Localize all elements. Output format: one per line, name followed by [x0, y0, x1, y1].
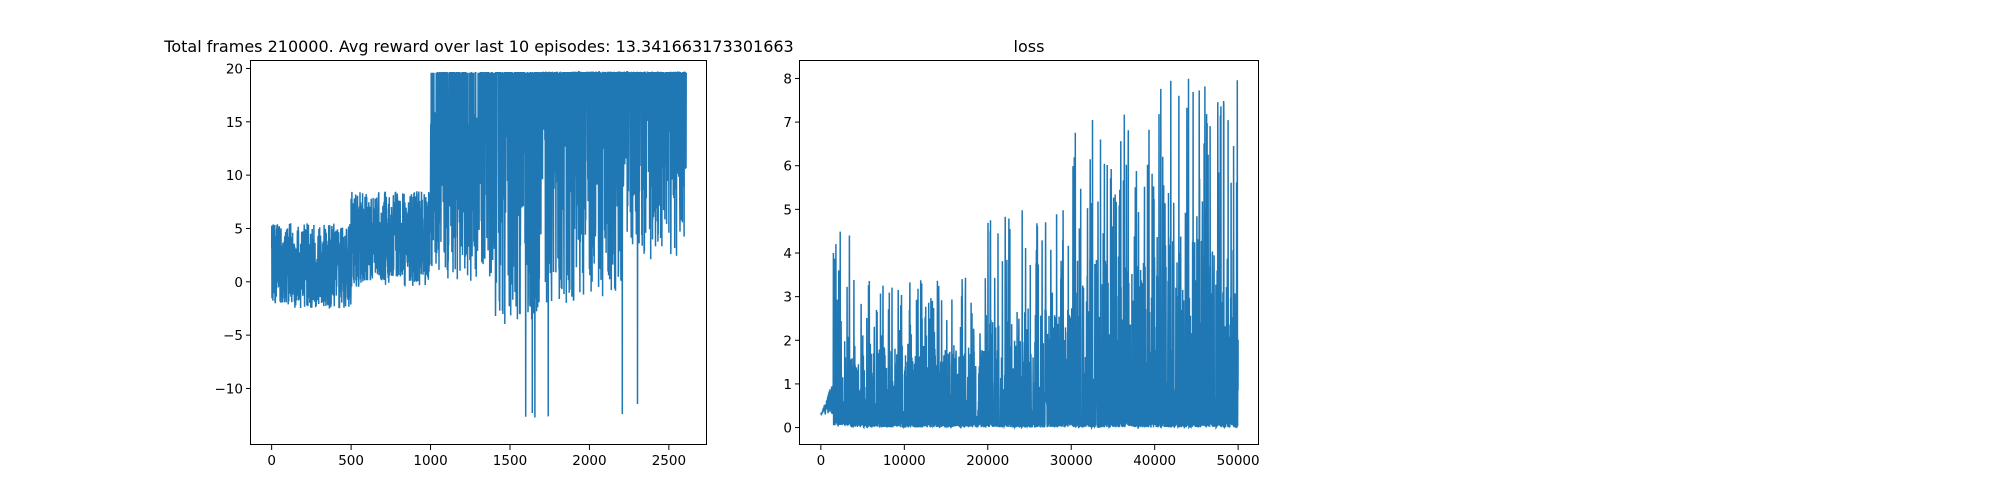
x-tick-label: 0: [267, 453, 276, 469]
y-tick-label: 10: [226, 168, 243, 184]
reward-chart: Total frames 210000. Avg reward over las…: [163, 37, 793, 469]
reward-chart-y-axis: −10 −5 0 5 10 15 20: [215, 61, 251, 397]
reward-line: [270, 70, 688, 418]
y-tick-label: 15: [226, 115, 243, 131]
y-tick-label: −10: [215, 381, 244, 397]
x-tick-label: 1000: [413, 453, 447, 469]
y-tick-label: 5: [783, 202, 792, 218]
y-tick-label: −5: [223, 328, 243, 344]
x-tick-label: 30000: [1050, 453, 1093, 469]
reward-chart-title: Total frames 210000. Avg reward over las…: [163, 37, 793, 56]
loss-chart-title: loss: [1014, 37, 1045, 56]
x-tick-label: 500: [338, 453, 364, 469]
x-tick-label: 20000: [966, 453, 1009, 469]
y-tick-label: 6: [783, 159, 792, 175]
y-tick-label: 7: [783, 115, 792, 131]
x-tick-label: 50000: [1217, 453, 1260, 469]
loss-chart-y-axis: 0 1 2 3 4 5 6 7 8: [783, 71, 800, 437]
loss-chart: loss 0 10000 20000 30000 40000 50000 0 1 2 3 4 5 6 7…: [783, 37, 1259, 469]
y-tick-label: 0: [783, 421, 792, 437]
x-tick-label: 2000: [572, 453, 606, 469]
loss-line: [820, 78, 1239, 431]
loss-series-line: [820, 78, 1239, 431]
y-tick-label: 20: [226, 61, 243, 77]
y-tick-label: 5: [234, 221, 243, 237]
loss-chart-x-axis: 0 10000 20000 30000 40000 50000: [817, 445, 1260, 469]
x-tick-label: 40000: [1133, 453, 1176, 469]
y-tick-label: 1: [783, 377, 792, 393]
reward-chart-x-axis: 0 500 1000 1500 2000 2500: [267, 445, 686, 469]
x-tick-label: 2500: [652, 453, 686, 469]
y-tick-label: 3: [783, 290, 792, 306]
y-tick-label: 4: [783, 246, 792, 262]
reward-series-line: [270, 70, 688, 418]
y-tick-label: 0: [234, 275, 243, 291]
reward-chart-frame: [250, 60, 707, 445]
x-tick-label: 10000: [883, 453, 926, 469]
y-tick-label: 8: [783, 71, 792, 87]
x-tick-label: 1500: [493, 453, 527, 469]
x-tick-label: 0: [817, 453, 826, 469]
y-tick-label: 2: [783, 333, 792, 349]
